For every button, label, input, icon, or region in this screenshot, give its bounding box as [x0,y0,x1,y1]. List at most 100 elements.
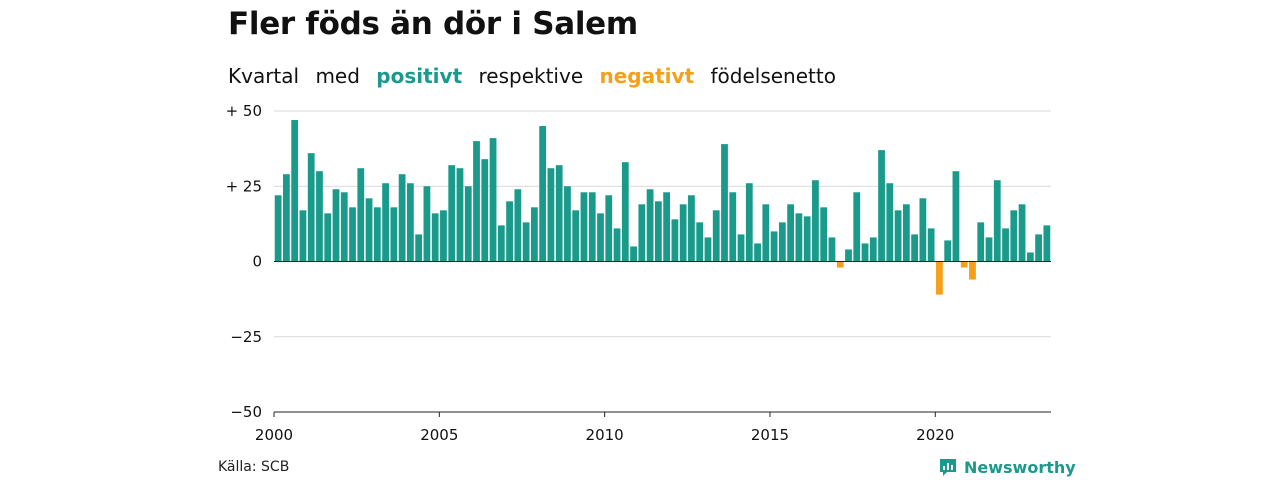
bar-chart: + 50 + 25 0 −25 −50 2000 2005 2010 2015 2020 [226,102,1051,444]
bar-positive [721,144,728,262]
bar-negative [960,261,968,268]
bar-positive [688,195,695,262]
y-tick-label: + 50 [226,102,262,120]
y-tick-label: −50 [230,403,262,421]
bar-positive [522,222,530,262]
bar-positive [737,234,745,262]
bar-positive [481,159,489,262]
bar-positive [754,243,761,262]
bar-positive [646,189,654,262]
x-tick-label: 2010 [586,426,624,444]
bar-positive [663,192,671,262]
bar-positive [886,183,894,262]
chart-title: Fler föds än dör i Salem [228,6,638,42]
bar-positive [803,216,811,262]
bar-positive [671,219,679,262]
bar-positive [770,231,778,262]
subtitle-negative-label: negativt [599,64,695,88]
bar-positive [605,195,613,262]
x-tick-label: 2015 [751,426,789,444]
bar-positive [597,213,604,262]
bar-positive [440,210,447,262]
bar-positive [911,234,918,262]
bar-positive [778,222,786,262]
bar-positive [679,204,687,262]
bars [274,120,1051,295]
brand-name: Newsworthy [964,457,1076,477]
bar-positive [382,183,389,262]
bar-positive [332,189,340,262]
x-tick-label: 2000 [255,426,293,444]
bar-positive [564,186,571,262]
bar-positive [530,207,538,262]
bar-positive [787,204,795,262]
bar-positive [919,198,927,262]
bar-positive [340,192,348,262]
bar-positive [820,207,828,262]
chart-subtitle: Kvartal med positivt respektive negativt… [228,64,846,88]
bar-positive [291,120,299,262]
bar-positive [473,141,480,262]
bar-positive [638,204,646,262]
bar-positive [448,165,456,262]
newsworthy-logo: Newsworthy [938,456,1076,478]
bar-positive [431,213,439,262]
bar-positive [944,240,952,262]
subtitle-text-fodelsenetto: födelsenetto [710,64,836,88]
bar-positive [514,189,522,262]
bar-positive [572,210,580,262]
bar-positive [349,207,356,262]
bar-positive [894,210,902,262]
bar-positive [398,174,406,262]
y-tick-label: 0 [252,253,262,271]
bar-positive [729,192,737,262]
bar-positive [869,237,877,262]
bar-positive [1035,234,1042,262]
bar-positive [357,168,365,262]
bar-positive [861,243,869,262]
y-tick-label: −25 [230,328,262,346]
bar-positive [712,210,720,262]
bar-positive [580,192,588,262]
bar-negative [936,261,943,295]
bar-positive [547,168,555,262]
bar-positive [1026,252,1034,262]
subtitle-positive-label: positivt [376,64,463,88]
y-axis-ticks: + 50 + 25 0 −25 −50 [226,102,262,421]
bar-positive [1002,228,1009,262]
bar-positive [299,210,307,262]
bar-positive [506,201,513,262]
bar-positive [613,228,621,262]
bar-positive [489,138,497,262]
subtitle-text-kvartal: Kvartal [228,64,300,88]
bar-positive [762,204,770,262]
bar-positive [407,183,414,262]
bar-positive [324,213,332,262]
bar-positive [1010,210,1018,262]
bar-positive [621,162,629,262]
bar-positive [696,222,704,262]
bar-positive [630,246,637,262]
bar-positive [456,168,464,262]
bar-positive [539,126,547,262]
bar-positive [365,198,373,262]
subtitle-text-respektive: respektive [478,64,584,88]
bar-positive [555,165,563,262]
bar-positive [390,207,398,262]
bar-positive [283,174,290,262]
subtitle-text-med: med [315,64,360,88]
bar-positive [828,237,836,262]
bar-positive [845,249,852,262]
bar-positive [588,192,596,262]
x-tick-label: 2005 [420,426,458,444]
bar-positive [952,171,960,262]
bar-positive [745,183,753,262]
newsworthy-logo-icon [940,459,956,476]
bar-positive [993,180,1001,262]
bar-positive [307,153,315,262]
bar-positive [977,222,985,262]
bar-negative [969,261,976,280]
x-axis-ticks: 2000 2005 2010 2015 2020 [255,412,954,444]
bar-positive [853,192,861,262]
bar-positive [812,180,819,262]
